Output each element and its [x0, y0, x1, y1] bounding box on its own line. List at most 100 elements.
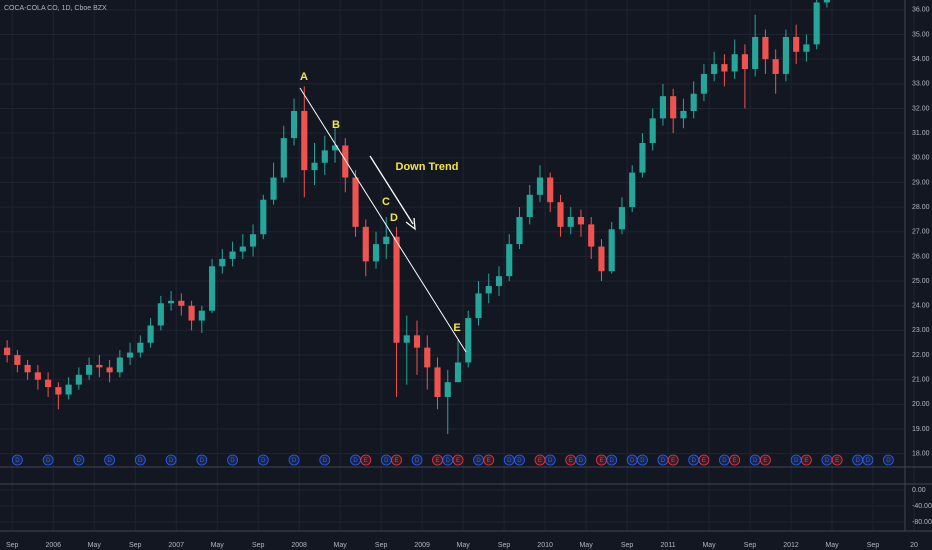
event-label: E — [569, 458, 573, 464]
event-label: D — [200, 458, 205, 464]
candle-body — [680, 110, 687, 119]
candle-body — [45, 379, 52, 388]
x-tick-label: 2012 — [783, 542, 799, 549]
candle-body — [208, 266, 216, 311]
candle-body — [137, 342, 144, 353]
event-label: D — [415, 458, 420, 464]
candle-body — [577, 216, 585, 225]
y-tick-label: 23.00 — [912, 327, 930, 334]
candle-body — [639, 143, 646, 173]
trend-arrow-head — [405, 217, 416, 231]
annotation: D — [390, 212, 398, 224]
event-marker — [227, 454, 238, 466]
event-marker — [606, 454, 618, 466]
event-label: D — [517, 458, 522, 464]
y-tick-label: -40.00 — [912, 503, 932, 510]
event-label: E — [763, 458, 767, 464]
event-label: E — [435, 458, 439, 464]
event-marker — [165, 454, 177, 466]
x-tick-label: May — [825, 542, 839, 549]
event-label: D — [353, 458, 358, 464]
candle-body — [383, 236, 390, 245]
event-label: D — [77, 458, 82, 464]
event-marker — [667, 454, 679, 466]
candle-body — [147, 325, 154, 343]
candle-body — [229, 251, 236, 259]
candle-body — [280, 138, 287, 178]
candle-body — [321, 150, 328, 163]
candle-body — [465, 318, 472, 363]
candle-body — [4, 347, 11, 356]
event-label: D — [794, 458, 799, 464]
x-tick-label: Sep — [6, 542, 19, 549]
y-tick-label: 34.00 — [912, 56, 930, 63]
candle-body — [178, 300, 185, 306]
candle-body — [721, 64, 728, 72]
x-tick-label: May — [457, 542, 471, 549]
event-label: E — [599, 458, 603, 464]
event-marker — [257, 454, 269, 466]
event-label: E — [671, 458, 675, 464]
y-tick-label: -80.00 — [912, 519, 932, 526]
event-label: D — [384, 458, 389, 464]
y-tick-label: 26.00 — [912, 253, 930, 260]
y-tick-label: 27.00 — [912, 229, 930, 236]
event-label: D — [292, 458, 297, 464]
event-marker — [575, 454, 587, 466]
candle-body — [403, 335, 410, 343]
candle-body — [762, 36, 769, 60]
y-tick-label: 33.00 — [912, 81, 930, 88]
x-tick-label: Sep — [867, 542, 880, 549]
candle-body — [342, 145, 349, 178]
candle-body — [311, 162, 318, 171]
event-marker — [452, 454, 464, 466]
candles — [4, 0, 830, 434]
candle-body — [362, 226, 369, 262]
x-tick-label: May — [579, 542, 593, 549]
event-marker — [411, 454, 423, 466]
event-label: D — [825, 458, 830, 464]
candle-body — [157, 303, 164, 326]
event-label: D — [753, 458, 758, 464]
candle-body — [547, 177, 554, 203]
candle-body — [116, 357, 123, 373]
event-label: D — [579, 458, 584, 464]
event-marker — [882, 454, 894, 466]
candle-body — [608, 229, 615, 272]
candle-body — [86, 364, 93, 375]
candle-body — [629, 172, 636, 208]
candle-body — [413, 335, 421, 348]
candle-body — [711, 64, 718, 74]
event-label: D — [476, 458, 481, 464]
candle-body — [424, 347, 431, 368]
event-marker — [391, 454, 402, 466]
grid — [0, 0, 915, 531]
trend-line — [299, 87, 467, 353]
trend-arrow — [369, 155, 414, 225]
event-label: D — [886, 458, 891, 464]
candle-body — [127, 352, 134, 358]
candle-body — [75, 374, 82, 385]
candle-body — [219, 258, 226, 267]
candle-body — [24, 364, 31, 373]
event-label: D — [15, 458, 20, 464]
event-label: E — [456, 458, 460, 464]
event-label: D — [866, 458, 871, 464]
annotation: B — [332, 119, 340, 131]
event-marker — [483, 454, 495, 466]
candle-body — [14, 355, 21, 365]
event-marker — [319, 454, 331, 466]
candle-body — [793, 36, 800, 52]
candle-body — [495, 276, 503, 287]
x-tick-label: 2009 — [414, 542, 430, 549]
event-label: D — [446, 458, 451, 464]
annotation: A — [300, 71, 308, 83]
candle-body — [188, 305, 195, 321]
y-tick-label: 31.00 — [912, 130, 930, 137]
event-marker — [104, 454, 115, 466]
candle-body — [659, 96, 667, 119]
event-marker — [11, 454, 23, 466]
event-marker — [360, 454, 372, 466]
event-label: D — [661, 458, 666, 464]
